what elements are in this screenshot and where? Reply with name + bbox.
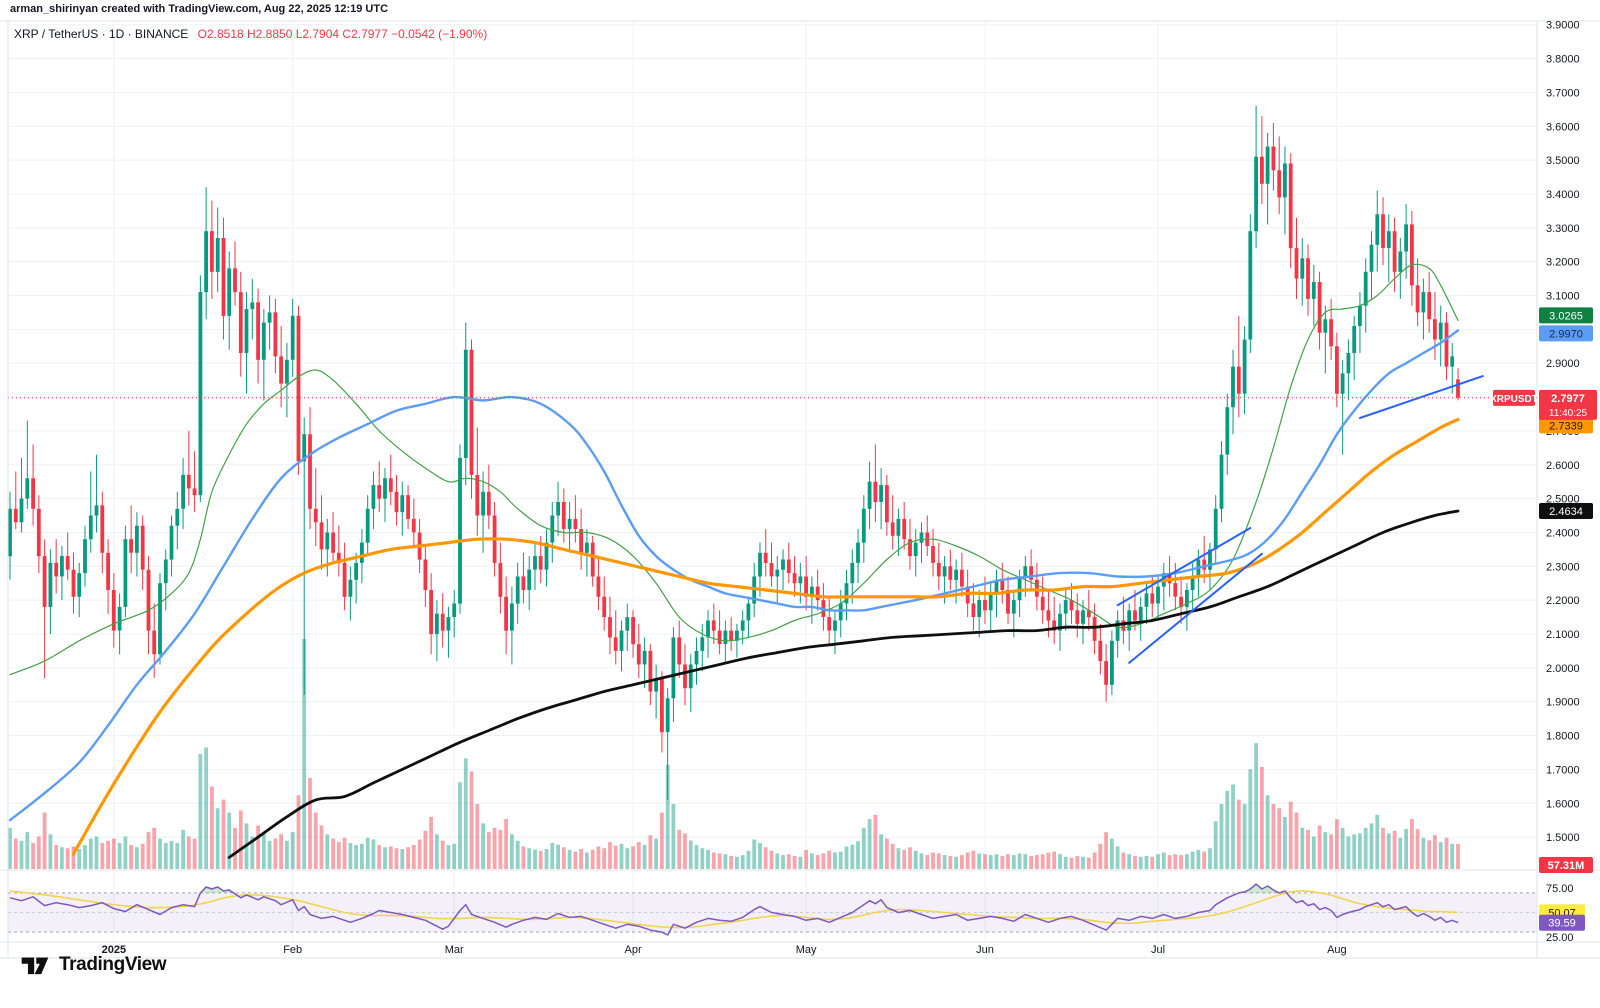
- time-tick-label: Apr: [624, 944, 641, 956]
- price-tick-label: 2.3000: [1546, 561, 1580, 573]
- last-price-badge-text: 2.7977: [1551, 393, 1585, 405]
- price-tick-label: 3.1000: [1546, 291, 1580, 303]
- rsi-value-badge: [1539, 914, 1585, 931]
- pane-borders: [0, 20, 1600, 959]
- support-line[interactable]: [1358, 375, 1484, 419]
- ma-black: [227, 509, 1460, 859]
- time-tick-label: May: [796, 944, 817, 956]
- black-ma-value-badge-text: 2.4634: [1549, 506, 1583, 518]
- time-axis[interactable]: 2025 Feb Mar Apr May Jun Jul Aug: [102, 944, 1347, 956]
- ema-fast-green: [9, 263, 1459, 676]
- orange-ma-value-badge-text: 2.7339: [1549, 420, 1583, 432]
- blue-ma-value-badge-text: 2.9970: [1549, 328, 1583, 340]
- price-tick-label: 1.8000: [1546, 731, 1580, 743]
- rsi-value-badge-text: 39.59: [1548, 918, 1576, 930]
- axis-badges: 3.02652.99702.73392.463457.31M50.0739.59…: [1490, 307, 1597, 931]
- rsi-ma-line: [9, 890, 1459, 929]
- tradingview-logo-icon: [21, 957, 49, 975]
- price-tick-label: 2.2000: [1546, 595, 1580, 607]
- price-tick-label: 1.5000: [1546, 832, 1580, 844]
- price-tick-label: 3.2000: [1546, 257, 1580, 269]
- ohlc-values: O2.8518 H2.8850 L2.7904 C2.7977 −0.0542 …: [197, 27, 488, 41]
- price-tick-label: 2.4000: [1546, 527, 1580, 539]
- black-ma-value-badge: [1539, 502, 1593, 519]
- grid-lines: [8, 21, 1537, 942]
- rsi-tick-label: 25.00: [1546, 932, 1574, 944]
- price-tick-label: 1.9000: [1546, 697, 1580, 709]
- price-tick-label: 2.0000: [1546, 663, 1580, 675]
- attribution-text: arman_shirinyan created with TradingView…: [10, 3, 389, 15]
- price-tick-label: 1.7000: [1546, 764, 1580, 776]
- countdown-text: 11:40:25: [1549, 408, 1588, 419]
- blue-ma-value-badge: [1539, 325, 1593, 342]
- time-tick-label: Mar: [445, 944, 464, 956]
- ma-orange: [71, 417, 1460, 856]
- chart-legend[interactable]: XRP / TetherUS · 1D · BINANCE O2.8518 H2…: [14, 27, 487, 41]
- ma-blue: [8, 329, 1460, 822]
- volume-series: [8, 639, 1460, 870]
- price-tick-label: 3.4000: [1546, 189, 1580, 201]
- price-tick-label: 2.5000: [1546, 494, 1580, 506]
- price-tick-label: 3.6000: [1546, 121, 1580, 133]
- rsi-pane: [8, 892, 1537, 933]
- channel-lower[interactable]: [1128, 552, 1263, 664]
- last-price-badge: [1539, 389, 1597, 420]
- time-tick-label: Jun: [976, 944, 994, 956]
- ema-value-badge-text: 3.0265: [1549, 310, 1583, 322]
- time-tick-label: Aug: [1327, 944, 1347, 956]
- tradingview-logo-text: TradingView: [59, 954, 167, 975]
- price-tick-label: 3.8000: [1546, 54, 1580, 66]
- price-tick-label: 3.7000: [1546, 87, 1580, 99]
- ema-value-badge: [1539, 307, 1593, 324]
- price-axis[interactable]: 3.9000 3.8000 3.7000 3.6000 3.5000 3.4000 3.30…: [1546, 20, 1580, 944]
- price-tick-label: 3.9000: [1546, 20, 1580, 32]
- candlestick-series: [8, 105, 1460, 800]
- symbol-label-badge: [1493, 389, 1535, 406]
- price-tick-label: 2.1000: [1546, 629, 1580, 641]
- volume-value-badge-text: 57.31M: [1548, 860, 1585, 872]
- trendlines: [1116, 375, 1484, 664]
- symbol-title[interactable]: XRP / TetherUS · 1D · BINANCE: [14, 27, 189, 41]
- price-tick-label: 2.9000: [1546, 358, 1580, 370]
- tradingview-logo[interactable]: TradingView: [20, 952, 167, 978]
- price-tick-label: 3.5000: [1546, 155, 1580, 167]
- ma-lines: [8, 263, 1460, 859]
- time-tick-label: Jul: [1151, 944, 1165, 956]
- orange-ma-value-badge: [1539, 417, 1593, 434]
- price-tick-label: 2.6000: [1546, 460, 1580, 472]
- price-tick-label: 3.3000: [1546, 223, 1580, 235]
- time-tick-label: 2025: [102, 944, 126, 956]
- volume-value-badge: [1539, 857, 1593, 873]
- symbol-label-badge-text: XRPUSDT: [1490, 394, 1538, 405]
- price-tick-label: 1.6000: [1546, 798, 1580, 810]
- time-tick-label: Feb: [283, 944, 302, 956]
- rsi-tick-label: 75.00: [1546, 883, 1574, 895]
- rsi-lines: [9, 883, 1459, 936]
- rsi-line: [9, 883, 1459, 936]
- channel-upper[interactable]: [1116, 527, 1252, 607]
